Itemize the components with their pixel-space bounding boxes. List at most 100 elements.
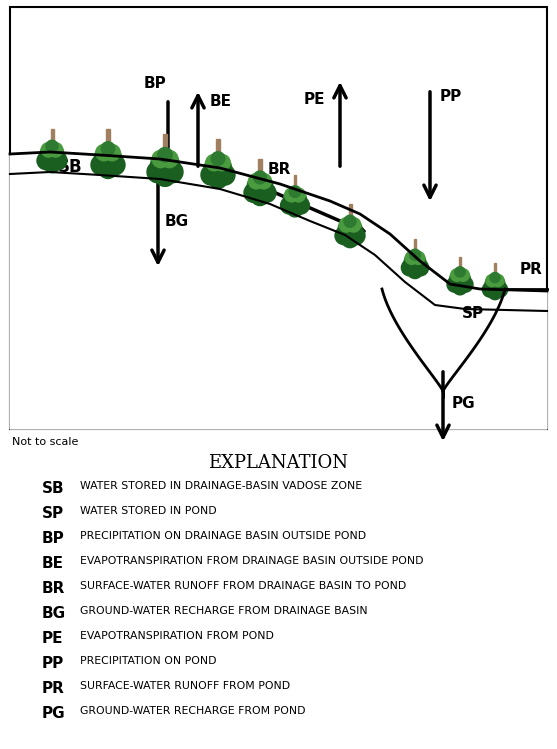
Circle shape bbox=[405, 252, 418, 264]
Text: PP: PP bbox=[42, 656, 64, 671]
Text: BP: BP bbox=[42, 531, 65, 546]
Circle shape bbox=[101, 142, 115, 155]
Circle shape bbox=[251, 188, 269, 205]
Circle shape bbox=[281, 197, 298, 214]
Text: PE: PE bbox=[42, 631, 63, 646]
Text: PRECIPITATION ON DRAINAGE BASIN OUTSIDE POND: PRECIPITATION ON DRAINAGE BASIN OUTSIDE … bbox=[80, 531, 366, 541]
Bar bbox=[459, 257, 461, 293]
Circle shape bbox=[40, 142, 64, 166]
Circle shape bbox=[147, 161, 169, 183]
Circle shape bbox=[451, 269, 463, 282]
Circle shape bbox=[287, 201, 303, 217]
Circle shape bbox=[492, 282, 507, 297]
Text: BR: BR bbox=[268, 162, 291, 177]
Circle shape bbox=[488, 285, 502, 300]
Circle shape bbox=[253, 171, 266, 184]
Circle shape bbox=[158, 148, 172, 162]
Bar bbox=[294, 175, 296, 215]
Circle shape bbox=[244, 184, 263, 202]
Text: SP: SP bbox=[462, 306, 484, 321]
Bar bbox=[51, 129, 53, 170]
Circle shape bbox=[486, 274, 498, 287]
Circle shape bbox=[257, 184, 276, 202]
Circle shape bbox=[457, 269, 470, 282]
Circle shape bbox=[453, 280, 467, 295]
Bar bbox=[106, 129, 110, 176]
Text: BG: BG bbox=[42, 606, 66, 621]
Text: PG: PG bbox=[452, 396, 476, 411]
Bar bbox=[216, 139, 219, 186]
Text: PE: PE bbox=[304, 91, 325, 106]
Circle shape bbox=[160, 151, 178, 168]
Circle shape bbox=[104, 145, 120, 161]
Text: BE: BE bbox=[42, 556, 64, 571]
Circle shape bbox=[285, 188, 299, 202]
Text: BR: BR bbox=[42, 581, 65, 596]
Circle shape bbox=[99, 160, 118, 178]
Circle shape bbox=[338, 218, 362, 242]
Circle shape bbox=[409, 249, 421, 260]
Circle shape bbox=[447, 276, 463, 292]
Text: EXPLANATION: EXPLANATION bbox=[208, 454, 348, 472]
Bar bbox=[494, 263, 496, 297]
Circle shape bbox=[457, 276, 473, 292]
Text: GROUND-WATER RECHARGE FROM DRAINAGE BASIN: GROUND-WATER RECHARGE FROM DRAINAGE BASI… bbox=[80, 606, 368, 616]
Circle shape bbox=[155, 166, 175, 187]
Circle shape bbox=[284, 188, 306, 211]
Circle shape bbox=[248, 174, 264, 189]
Circle shape bbox=[449, 269, 471, 290]
Text: PR: PR bbox=[42, 681, 65, 696]
Text: WATER STORED IN POND: WATER STORED IN POND bbox=[80, 506, 217, 516]
Text: SURFACE-WATER RUNOFF FROM POND: SURFACE-WATER RUNOFF FROM POND bbox=[80, 681, 290, 691]
Circle shape bbox=[37, 151, 55, 170]
Circle shape bbox=[94, 145, 121, 172]
Circle shape bbox=[344, 215, 356, 227]
Bar bbox=[163, 134, 167, 184]
Text: SB: SB bbox=[58, 158, 82, 176]
Circle shape bbox=[162, 161, 183, 183]
Circle shape bbox=[48, 142, 63, 157]
Circle shape bbox=[211, 152, 225, 166]
Circle shape bbox=[490, 273, 500, 282]
Circle shape bbox=[404, 252, 426, 273]
Circle shape bbox=[289, 186, 301, 197]
Circle shape bbox=[402, 260, 418, 276]
Circle shape bbox=[492, 274, 504, 287]
Circle shape bbox=[346, 218, 361, 232]
Text: SP: SP bbox=[42, 506, 64, 521]
Text: BP: BP bbox=[144, 76, 167, 91]
Circle shape bbox=[256, 174, 271, 189]
Bar bbox=[10, 7, 547, 429]
Text: BG: BG bbox=[165, 213, 189, 228]
Text: WATER STORED IN DRAINAGE-BASIN VADOSE ZONE: WATER STORED IN DRAINAGE-BASIN VADOSE ZO… bbox=[80, 481, 362, 491]
Bar bbox=[258, 159, 262, 203]
Circle shape bbox=[105, 155, 125, 175]
Circle shape bbox=[96, 145, 112, 161]
Circle shape bbox=[247, 174, 273, 199]
Circle shape bbox=[335, 227, 353, 245]
Circle shape bbox=[46, 140, 58, 152]
Text: BE: BE bbox=[210, 94, 232, 109]
Text: Not to scale: Not to scale bbox=[12, 437, 79, 447]
Circle shape bbox=[339, 218, 354, 232]
Circle shape bbox=[208, 169, 227, 189]
Text: EVAPOTRANSPIRATION FROM DRAINAGE BASIN OUTSIDE POND: EVAPOTRANSPIRATION FROM DRAINAGE BASIN O… bbox=[80, 556, 423, 566]
Circle shape bbox=[214, 154, 230, 171]
Circle shape bbox=[49, 151, 67, 170]
Bar bbox=[414, 239, 417, 276]
Circle shape bbox=[412, 260, 428, 276]
Text: PP: PP bbox=[440, 89, 462, 104]
Circle shape bbox=[201, 165, 221, 185]
Circle shape bbox=[455, 267, 465, 277]
Polygon shape bbox=[382, 289, 505, 391]
Circle shape bbox=[152, 151, 169, 168]
Text: SURFACE-WATER RUNOFF FROM DRAINAGE BASIN TO POND: SURFACE-WATER RUNOFF FROM DRAINAGE BASIN… bbox=[80, 581, 406, 591]
Circle shape bbox=[214, 165, 235, 185]
Circle shape bbox=[150, 151, 179, 179]
Text: EVAPOTRANSPIRATION FROM POND: EVAPOTRANSPIRATION FROM POND bbox=[80, 631, 274, 641]
Circle shape bbox=[347, 227, 365, 245]
Text: GROUND-WATER RECHARGE FROM POND: GROUND-WATER RECHARGE FROM POND bbox=[80, 706, 305, 716]
Circle shape bbox=[206, 154, 222, 171]
Text: PG: PG bbox=[42, 706, 66, 721]
Circle shape bbox=[204, 154, 232, 182]
